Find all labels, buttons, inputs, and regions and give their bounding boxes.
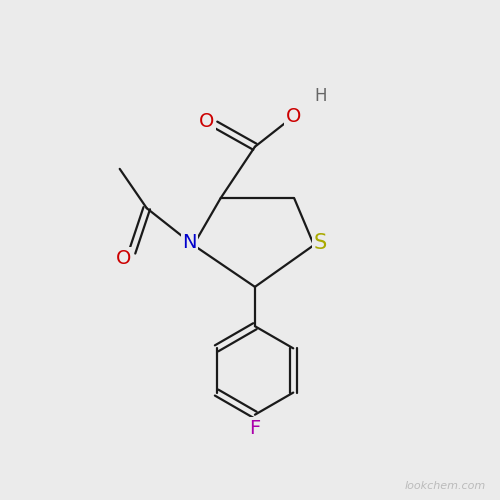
Text: F: F: [250, 419, 260, 438]
Text: lookchem.com: lookchem.com: [405, 481, 486, 491]
Text: O: O: [116, 249, 131, 268]
Text: O: O: [199, 112, 214, 130]
Text: S: S: [313, 232, 326, 252]
Text: O: O: [286, 107, 301, 126]
Text: N: N: [182, 233, 197, 252]
Text: H: H: [314, 87, 326, 105]
